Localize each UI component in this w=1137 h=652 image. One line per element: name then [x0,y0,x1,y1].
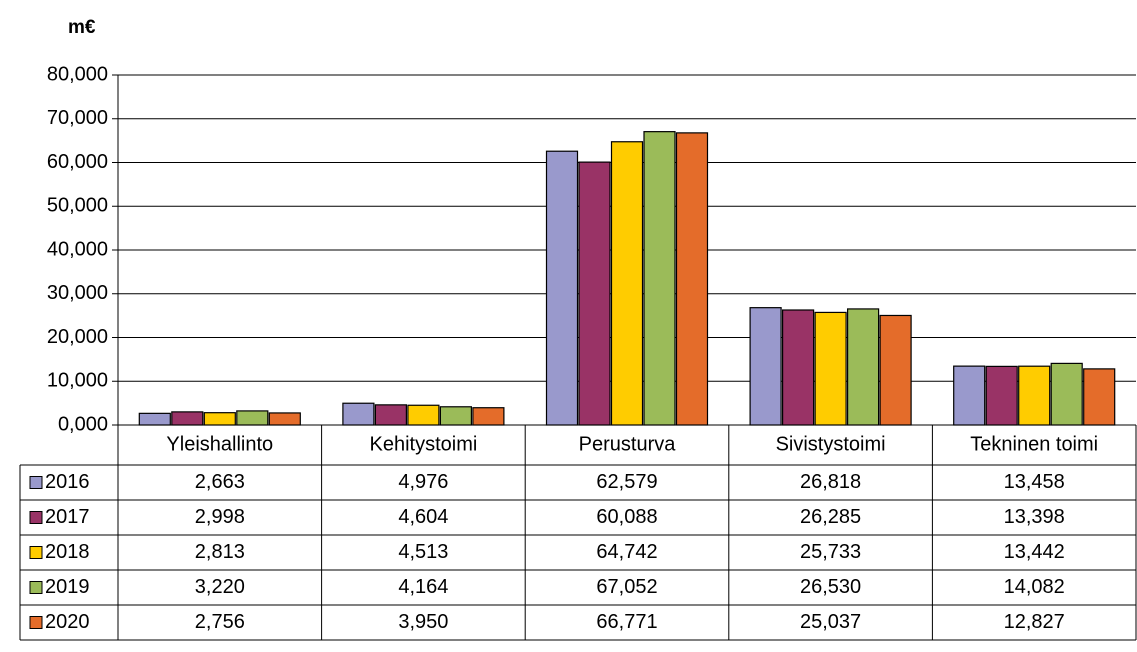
table-cell: 66,771 [596,611,657,633]
bar [879,314,912,426]
y-tick-label: 10,000 [47,370,108,392]
legend-label: 2018 [45,541,90,563]
bar [781,309,815,426]
category-label: Kehitystoimi [369,433,477,455]
bar [203,412,236,426]
bar [846,308,880,426]
y-tick-label: 20,000 [47,326,108,348]
category-label: Perusturva [579,433,677,455]
category-label: Sivistystoimi [776,433,886,455]
bar [1018,365,1051,426]
y-tick-label: 70,000 [47,107,108,129]
bar [985,365,1018,426]
table-cell: 26,818 [800,471,861,493]
bar [545,150,579,426]
table-cell: 14,082 [1004,576,1065,598]
table-cell: 3,220 [195,576,245,598]
bar [749,307,782,426]
bar [1050,362,1083,426]
table-cell: 3,950 [398,611,448,633]
legend-label: 2020 [45,611,90,633]
bar [342,402,375,426]
bar [236,410,269,426]
table-cell: 4,604 [398,506,448,528]
table-cell: 60,088 [596,506,657,528]
table-cell: 2,813 [195,541,245,563]
table-cell: 67,052 [596,576,657,598]
y-tick-label: 0,000 [58,413,108,435]
table-cell: 25,733 [800,541,861,563]
table-cell: 12,827 [1004,611,1065,633]
bar [675,132,709,426]
table-cell: 13,442 [1004,541,1065,563]
bar [138,412,171,426]
y-tick-label: 50,000 [47,195,108,217]
bar [268,412,301,426]
bar [643,131,676,426]
bar [1083,368,1116,426]
legend-label: 2016 [45,471,90,493]
bar [171,411,204,426]
table-cell: 26,530 [800,576,861,598]
table-cell: 2,756 [195,611,245,633]
legend-swatch [29,546,43,559]
table-cell: 4,976 [398,471,448,493]
y-tick-label: 60,000 [47,151,108,173]
legend-swatch [29,616,43,629]
table-cell: 62,579 [596,471,657,493]
table-cell: 2,998 [195,506,245,528]
category-label: Yleishallinto [166,433,273,455]
bar [407,404,440,426]
bar [439,406,472,426]
bar [472,407,505,426]
table-cell: 64,742 [596,541,657,563]
table-cell: 13,458 [1004,471,1065,493]
table-cell: 4,513 [398,541,448,563]
bar [374,404,407,426]
legend-label: 2019 [45,576,90,598]
y-tick-label: 30,000 [47,282,108,304]
bar [578,161,611,426]
legend-label: 2017 [45,506,90,528]
table-cell: 13,398 [1004,506,1065,528]
y-tick-label: 40,000 [47,238,108,260]
chart-title: m€ [68,17,96,38]
table-cell: 26,285 [800,506,861,528]
table-cell: 25,037 [800,611,861,633]
legend-swatch [29,476,43,489]
table-cell: 2,663 [195,471,245,493]
category-label: Tekninen toimi [970,433,1098,455]
bar [953,365,986,426]
bar [610,141,644,426]
legend-swatch [29,581,43,594]
legend-swatch [29,511,43,524]
y-tick-label: 80,000 [47,63,108,85]
bar [814,311,847,426]
table-cell: 4,164 [398,576,448,598]
